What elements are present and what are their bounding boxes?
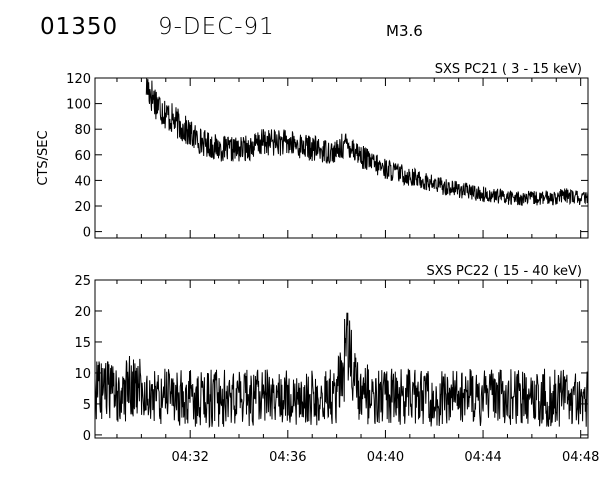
y-tick-label: 20 — [74, 305, 91, 320]
y-tick-label: 25 — [74, 274, 91, 289]
y-tick-label: 40 — [74, 174, 91, 189]
x-tick-label: 04:36 — [269, 450, 306, 465]
chart-panel-pc21: 0 20 40 60 80 100 120 SXS PC21 ( 3 - 15 keV) — [66, 62, 589, 241]
y-tick-label: 100 — [66, 98, 91, 113]
y-tick-label: 80 — [74, 123, 91, 138]
y-tick-label: 10 — [74, 367, 91, 382]
event-id: 01350 — [40, 14, 119, 40]
x-tick-label: 04:32 — [171, 450, 208, 465]
y-tick-label: 0 — [83, 429, 91, 444]
x-tick-label: 04:44 — [464, 450, 501, 465]
chart-panel-pc22: 0 5 10 15 20 25 04:32 04:36 04:40 04:44 04:48 SXS P… — [74, 264, 599, 465]
y-axis-label: CTS/SEC — [36, 130, 51, 185]
x-tick-label: 04:40 — [367, 450, 404, 465]
y-tick-label: 20 — [74, 200, 91, 215]
plot-frame — [94, 77, 589, 239]
series-title: SXS PC21 ( 3 - 15 keV) — [435, 62, 582, 77]
event-date: 9-DEC-91 — [158, 14, 275, 40]
x-tick-label: 04:48 — [562, 450, 599, 465]
count-rate-line — [94, 312, 589, 429]
plot-frame — [94, 279, 589, 439]
y-tick-label: 15 — [74, 336, 91, 351]
y-tick-label: 60 — [74, 149, 91, 164]
series-title: SXS PC22 ( 15 - 40 keV) — [426, 264, 582, 279]
y-tick-label: 5 — [83, 398, 91, 413]
y-tick-label: 120 — [66, 72, 91, 87]
count-rate-line — [145, 77, 589, 206]
y-tick-label: 0 — [83, 226, 91, 241]
goes-class: M3.6 — [386, 22, 423, 40]
